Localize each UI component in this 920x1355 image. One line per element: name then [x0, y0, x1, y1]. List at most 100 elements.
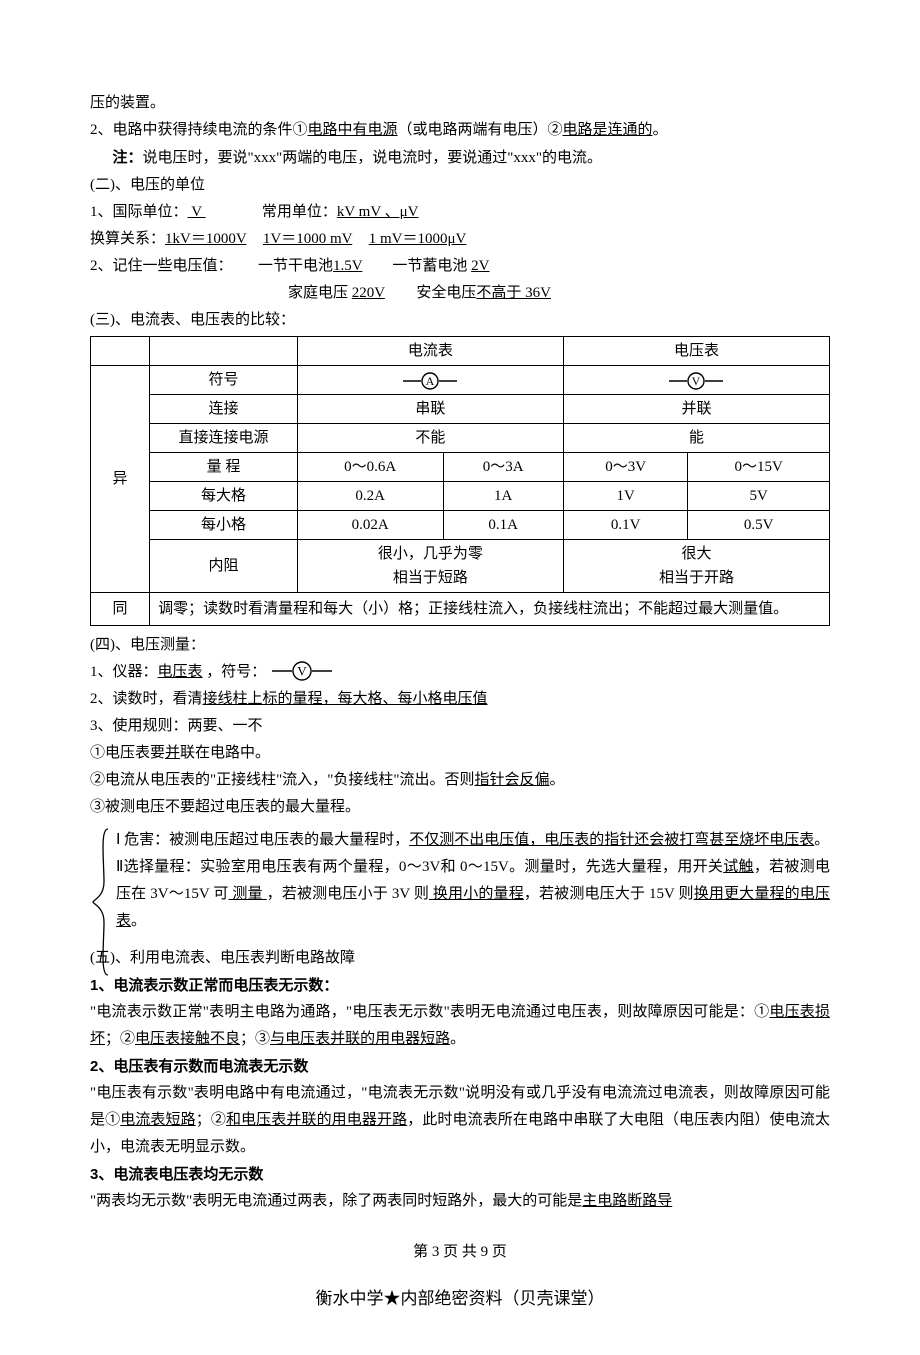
text: ；②	[196, 1112, 226, 1128]
section-4-line-2: 2、读数时，看清接线柱上标的量程，每大格、每小格电压值	[90, 686, 830, 713]
cell: 0～0.6A	[297, 453, 443, 482]
table-row: 连接 串联 并联	[91, 395, 830, 424]
val-battery: 2V	[471, 258, 489, 274]
section-3-title: (三)、电流表、电压表的比较：	[90, 307, 830, 334]
unit-intl: V	[188, 204, 206, 220]
cell: 不能	[297, 424, 563, 453]
section-2-line-4: 家庭电压 220V 安全电压不高于 36V	[90, 280, 830, 307]
val-safe: 不高于 36V	[476, 285, 551, 301]
underline-text: 电路是连通的	[563, 122, 653, 138]
row-label: 每小格	[150, 511, 298, 540]
text: 一节蓄电池	[392, 258, 467, 274]
instrument: 电压表	[158, 664, 203, 680]
cell: 0～15V	[688, 453, 830, 482]
left-brace-icon	[90, 827, 112, 977]
text: 。	[550, 772, 565, 788]
text: 。	[450, 1031, 465, 1047]
cell: 0～3A	[443, 453, 563, 482]
text: Ⅱ选择量程：实验室用电压表有两个量程，0～3V和 0～15V。测量时，先选大量程…	[116, 859, 723, 875]
text: 。	[653, 122, 668, 138]
section-2-line-1: 1、国际单位： V 常用单位：kV mV 、μV	[90, 199, 830, 226]
unit-common: kV mV 、μV	[337, 204, 419, 220]
row-label: 连接	[150, 395, 298, 424]
text: 2、读数时，看清	[90, 691, 203, 707]
note-text: 说电压时，要说"xxx"两端的电压，说电流时，要说通过"xxx"的电流。	[143, 150, 603, 166]
row-label: 符号	[150, 366, 298, 395]
section-4-title: (四)、电压测量：	[90, 632, 830, 659]
text: ，符号：	[203, 664, 267, 680]
cell: 5V	[688, 482, 830, 511]
table-header-ammeter: 电流表	[297, 337, 563, 366]
case-3-text: "两表均无示数"表明无电流通过两表，除了两表同时短路外，最大的可能是主电路断路导	[90, 1188, 830, 1215]
text: "电流表示数正常"表明主电路为通路，"电压表无示数"表明无电流通过电压表，则故障…	[90, 1004, 769, 1020]
voltmeter-symbol-icon: V	[270, 661, 334, 681]
section-4-line-3: 3、使用规则：两要、一不	[90, 713, 830, 740]
cell: 0.1V	[563, 511, 687, 540]
row-group-diff: 异	[91, 366, 150, 593]
case-1-heading: 1、电流表示数正常而电压表无示数：	[90, 972, 830, 999]
text: 一节干电池	[258, 258, 333, 274]
val-home: 220V	[352, 285, 385, 301]
cell: 0.5V	[688, 511, 830, 540]
text: ，若被测电压小于 3V 则	[267, 886, 429, 902]
underline-text: 与电压表并联的用电器短路	[270, 1031, 450, 1047]
ammeter-symbol-icon: A	[401, 372, 459, 390]
case-1-text: "电流表示数正常"表明主电路为通路，"电压表无示数"表明无电流通过电压表，则故障…	[90, 999, 830, 1053]
text: "两表均无示数"表明无电流通过两表，除了两表同时短路外，最大的可能是	[90, 1193, 582, 1209]
table-row: 同 调零；读数时看清量程和每大（小）格；正接线柱流入，负接线柱流出；不能超过最大…	[91, 593, 830, 626]
svg-text:A: A	[426, 374, 435, 388]
section-4-line-1: 1、仪器：电压表 ，符号： V	[90, 659, 830, 686]
section-2-line-2: 换算关系：1kV＝1000V 1V＝1000 mV 1 mV＝1000μV	[90, 226, 830, 253]
document-page: 压的装置。 2、电路中获得持续电流的条件①电路中有电源（或电路两端有电压）②电路…	[0, 0, 920, 1355]
case-2-heading: 2、电压表有示数而电流表无示数	[90, 1053, 830, 1080]
underline-text: 换用小的量程	[429, 886, 524, 902]
underline-text: 试触	[723, 859, 754, 875]
case-2-text: "电压表有示数"表明电路中有电流通过，"电流表无示数"说明没有或几乎没有电流流过…	[90, 1080, 830, 1161]
underline-text: 指针会反偏	[475, 772, 550, 788]
underline-text: 电路中有电源	[308, 122, 398, 138]
cell: 很小，几乎为零 相当于短路	[297, 540, 563, 593]
conv-2: 1V＝1000 mV	[263, 231, 352, 247]
underline-text: 主电路断路导	[582, 1193, 672, 1209]
val-drycell: 1.5V	[333, 258, 362, 274]
underline-text: 电压表接触不良	[135, 1031, 240, 1047]
table-row: 异 符号 A V	[91, 366, 830, 395]
text: 。	[814, 832, 829, 848]
underline-text: 电流表短路	[120, 1112, 196, 1128]
cell: 很大 相当于开路	[563, 540, 829, 593]
row-group-same: 同	[91, 593, 150, 626]
conv-1: 1kV＝1000V	[165, 231, 246, 247]
underline-text: 并	[165, 745, 180, 761]
conv-3: 1 mV＝1000μV	[369, 231, 467, 247]
same-text: 调零；读数时看清量程和每大（小）格；正接线柱流入，负接线柱流出；不能超过最大测量…	[150, 593, 830, 626]
intro-line-1: 2、电路中获得持续电流的条件①电路中有电源（或电路两端有电压）②电路是连通的。	[90, 117, 830, 144]
text: ①电压表要	[90, 745, 165, 761]
source-line: 衡水中学★内部绝密资料（贝壳课堂）	[90, 1284, 830, 1315]
text: Ⅰ 危害：被测电压超过电压表的最大量程时，	[116, 832, 409, 848]
cell: 0.1A	[443, 511, 563, 540]
table-row: 量 程 0～0.6A 0～3A 0～3V 0～15V	[91, 453, 830, 482]
table-header-voltmeter: 电压表	[563, 337, 829, 366]
row-label: 每大格	[150, 482, 298, 511]
text: 家庭电压	[288, 285, 348, 301]
text: 。	[131, 913, 146, 929]
section-5-title: (五)、利用电流表、电压表判断电路故障	[90, 945, 830, 972]
voltmeter-symbol-icon: V	[667, 372, 725, 390]
section-2-line-3: 2、记住一些电压值： 一节干电池1.5V 一节蓄电池 2V	[90, 253, 830, 280]
table-row: 电流表 电压表	[91, 337, 830, 366]
text: ，若被测电压大于 15V 则	[524, 886, 694, 902]
text: 换算关系：	[90, 231, 165, 247]
rule-3: ③被测电压不要超过电压表的最大量程。	[90, 794, 830, 821]
rule-1: ①电压表要并联在电路中。	[90, 740, 830, 767]
page-number: 第 3 页 共 9 页	[90, 1239, 830, 1266]
section-2-title: (二)、电压的单位	[90, 172, 830, 199]
row-label: 直接连接电源	[150, 424, 298, 453]
cell: 0～3V	[563, 453, 687, 482]
cell: 1A	[443, 482, 563, 511]
bracket-block: Ⅰ 危害：被测电压超过电压表的最大量程时，不仅测不出电压值，电压表的指针还会被打…	[90, 827, 830, 935]
text: 常用单位：	[262, 204, 337, 220]
text: （或电路两端有电压）②	[398, 122, 563, 138]
cell: 0.02A	[297, 511, 443, 540]
text: 压的装置。	[90, 95, 165, 111]
intro-note: 注：说电压时，要说"xxx"两端的电压，说电流时，要说通过"xxx"的电流。	[113, 144, 831, 172]
